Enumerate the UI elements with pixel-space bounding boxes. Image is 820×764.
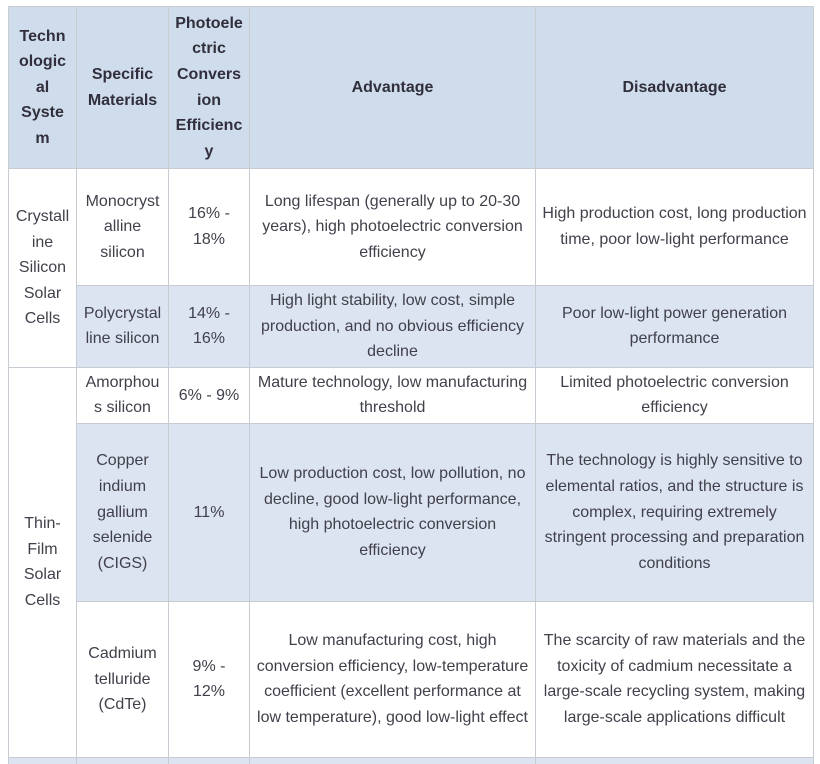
cell-disadvantage: The scarcity of raw materials and the to… bbox=[535, 600, 814, 758]
cell-efficiency: 11% bbox=[168, 422, 250, 602]
cell-material: Amorphous silicon bbox=[76, 366, 169, 424]
cell-system-crystalline-silicon: Crystalline Silicon Solar Cells bbox=[8, 168, 77, 368]
cell-disadvantage: Limited photoelectric conversion efficie… bbox=[535, 366, 814, 424]
cell-advantage: Low manufacturing cost, high conversion … bbox=[249, 600, 536, 758]
table-row-amorphous-silicon: Thin-Film Solar Cells Amorphous silicon … bbox=[8, 366, 814, 758]
cell-empty bbox=[249, 756, 536, 764]
cell-empty bbox=[8, 756, 77, 764]
cell-efficiency: 9% - 12% bbox=[168, 600, 250, 758]
cell-disadvantage: High production cost, long production ti… bbox=[535, 168, 814, 286]
table-row-partial-cutoff bbox=[8, 756, 814, 764]
cell-empty bbox=[76, 756, 169, 764]
cell-material: Copper indium gallium selenide (CIGS) bbox=[76, 422, 169, 602]
column-header-advantage: Advantage bbox=[249, 6, 536, 169]
cell-advantage: High light stability, low cost, simple p… bbox=[249, 285, 536, 368]
cell-efficiency: 14% - 16% bbox=[168, 285, 250, 368]
cell-material: Cadmium telluride (CdTe) bbox=[76, 600, 169, 758]
column-header-photoelectric-conversion-efficiency: Photoelectric Conversion Efficiency bbox=[168, 6, 250, 169]
table-row-polycrystalline: Polycrystalline silicon 14% - 16% High l… bbox=[9, 285, 814, 368]
cell-advantage: Mature technology, low manufacturing thr… bbox=[249, 366, 536, 424]
column-header-specific-materials: Specific Materials bbox=[76, 6, 169, 169]
cell-material: Monocrystalline silicon bbox=[76, 168, 169, 286]
cell-material: Polycrystalline silicon bbox=[76, 285, 169, 368]
cell-empty bbox=[535, 756, 814, 764]
table-row-cigs: Copper indium gallium selenide (CIGS) 11… bbox=[9, 422, 814, 602]
column-header-technological-system: Technological System bbox=[8, 6, 77, 169]
cell-empty bbox=[168, 756, 250, 764]
cell-disadvantage: Poor low-light power generation performa… bbox=[535, 285, 814, 368]
header-row: Technological System Specific Materials … bbox=[8, 6, 814, 169]
table-row-monocrystalline: Crystalline Silicon Solar Cells Monocrys… bbox=[8, 168, 814, 368]
table-row-cdte: Cadmium telluride (CdTe) 9% - 12% Low ma… bbox=[9, 600, 814, 758]
solar-table-container: Technological System Specific Materials … bbox=[8, 6, 814, 764]
solar-tech-comparison-table: Technological System Specific Materials … bbox=[8, 6, 814, 764]
cell-disadvantage: The technology is highly sensitive to el… bbox=[535, 422, 814, 602]
cell-advantage: Low production cost, low pollution, no d… bbox=[249, 422, 536, 602]
column-header-disadvantage: Disadvantage bbox=[535, 6, 814, 169]
cell-system-thin-film: Thin-Film Solar Cells bbox=[8, 366, 77, 758]
cell-advantage: Long lifespan (generally up to 20-30 yea… bbox=[249, 168, 536, 286]
cell-efficiency: 16% - 18% bbox=[168, 168, 250, 286]
cell-efficiency: 6% - 9% bbox=[168, 366, 250, 424]
